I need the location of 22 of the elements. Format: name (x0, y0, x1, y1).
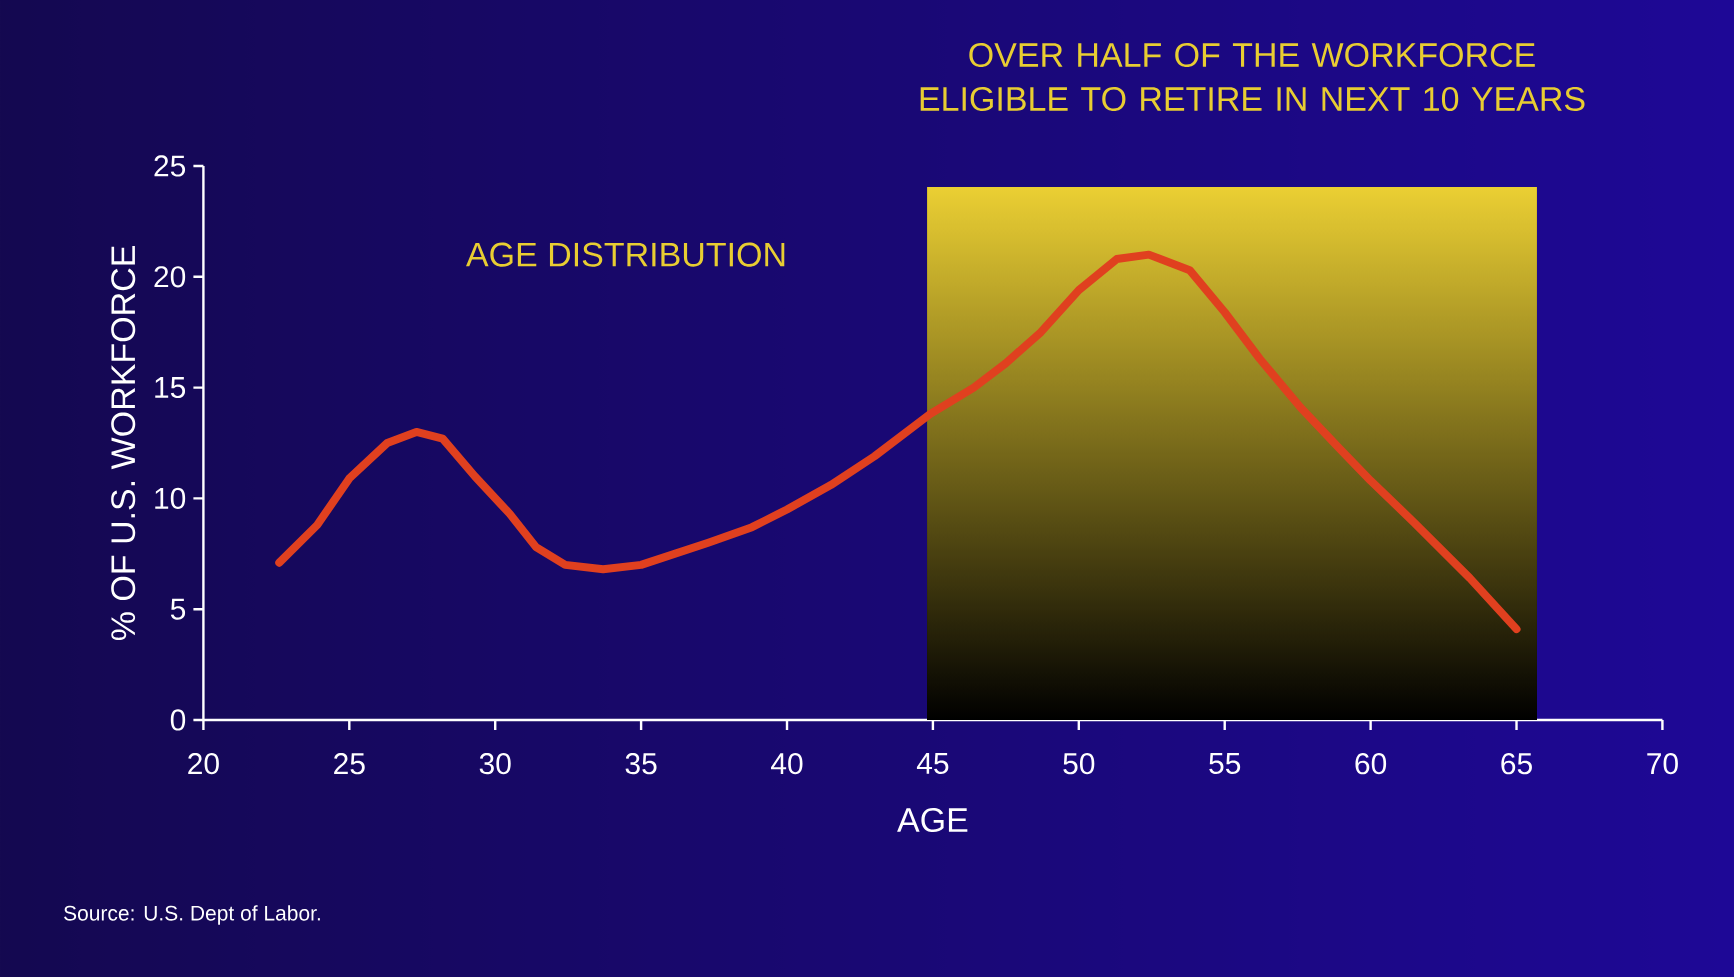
y-axis-title: % OF U.S. WORKFORCE (111, 246, 136, 641)
x-tick-label: 45 (916, 753, 949, 774)
y-tick-label: 15 (155, 377, 186, 399)
x-tick-label: 65 (1501, 753, 1532, 775)
y-tick-label: 0 (170, 709, 186, 731)
y-tick-label: 10 (155, 487, 186, 509)
x-tick-label: 70 (1647, 753, 1678, 775)
x-tick-label: 50 (1063, 753, 1095, 775)
annotation: AGE DISTRIBUTION (466, 242, 785, 267)
x-tick-label: 35 (625, 753, 657, 775)
source-note: Source: U.S. Dept of Labor. (64, 905, 320, 925)
x-tick-label: 55 (1209, 753, 1241, 774)
x-tick-label: 20 (188, 753, 219, 775)
x-tick-label: 25 (334, 753, 365, 775)
y-tick-label: 20 (154, 266, 186, 288)
x-axis-title: AGE (897, 808, 968, 833)
chart-title: OVER HALF OF THE WORKFORCE ELIGIBLE TO RETIRE IN NEXT 10 YEARS (920, 42, 1585, 112)
x-tick-label: 60 (1355, 753, 1387, 775)
y-tick-label: 5 (170, 598, 186, 620)
y-tick-label: 25 (154, 155, 186, 177)
x-tick-label: 40 (771, 753, 803, 775)
x-tick-label: 30 (479, 753, 511, 775)
